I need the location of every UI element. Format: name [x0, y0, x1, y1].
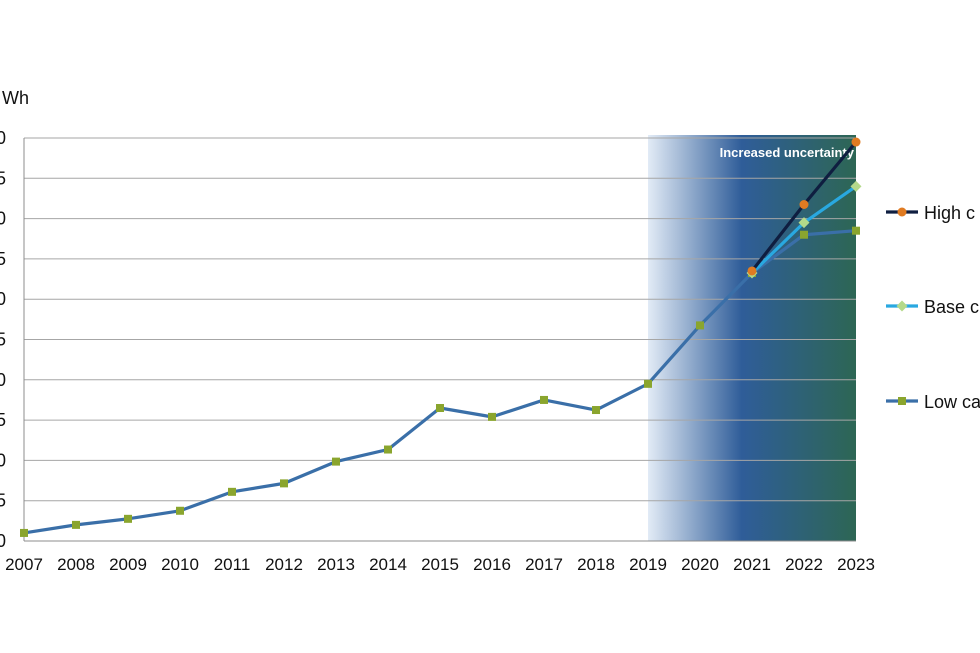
- data-point-low-ca: [280, 479, 288, 488]
- x-tick-label: 2016: [473, 555, 511, 574]
- x-tick-label: 2022: [785, 555, 823, 574]
- data-point-low-ca: [852, 226, 860, 235]
- x-tick-label: 2021: [733, 555, 771, 574]
- x-tick-label: 2008: [57, 555, 95, 574]
- data-point-low-ca: [436, 404, 444, 413]
- y-tick-label: 0: [0, 209, 6, 229]
- uncertainty-band: [648, 135, 856, 541]
- legend-label-base-c: Base c: [924, 297, 979, 317]
- y-tick-label: 5: [0, 249, 6, 269]
- y-tick-label: 5: [0, 168, 6, 188]
- y-tick-label: 0: [0, 450, 6, 470]
- x-tick-label: 2020: [681, 555, 719, 574]
- axes: [23, 138, 856, 542]
- x-tick-label: 2012: [265, 555, 303, 574]
- data-point-low-ca: [488, 412, 496, 421]
- x-tick-label: 2009: [109, 555, 147, 574]
- x-tick-label: 2010: [161, 555, 199, 574]
- data-point-low-ca: [540, 395, 548, 404]
- legend-marker-high-c: [897, 207, 907, 217]
- x-tick-label: 2011: [214, 555, 251, 574]
- x-tick-label: 2017: [525, 555, 563, 574]
- y-tick-label: 5: [0, 330, 6, 350]
- data-point-low-ca: [124, 514, 132, 523]
- data-point-high-c: [747, 266, 757, 276]
- y-tick-label: 0: [0, 289, 6, 309]
- data-point-low-ca: [72, 520, 80, 529]
- data-point-base-c: [798, 217, 810, 229]
- x-tick-label: 2023: [837, 555, 875, 574]
- legend-label-high-c: High c: [924, 203, 975, 223]
- x-tick-label: 2018: [577, 555, 615, 574]
- x-tick-label: 2019: [629, 555, 667, 574]
- gridlines: [24, 137, 856, 542]
- data-point-high-c: [799, 199, 809, 209]
- data-point-low-ca: [332, 457, 340, 466]
- legend: High c Base c Low ca: [886, 203, 980, 412]
- y-tick-label: 0: [0, 128, 6, 148]
- data-point-low-ca: [592, 406, 600, 415]
- data-point-low-ca: [176, 506, 184, 515]
- y-tick-label: 0: [0, 531, 6, 551]
- y-axis-unit-label: Wh: [2, 88, 29, 108]
- data-point-low-ca: [696, 321, 704, 330]
- x-tick-label: 2014: [369, 555, 407, 574]
- data-point-low-ca: [800, 230, 808, 239]
- tick-labels: 0 5 0 5 0 5 0 5 0 5 0 2007 2008 2009 2010 2011 2012 2013 2…: [0, 128, 875, 574]
- legend-label-low-ca: Low ca: [924, 392, 980, 412]
- data-point-low-ca: [384, 445, 392, 454]
- data-point-base-c: [850, 180, 862, 192]
- x-tick-label: 2013: [317, 555, 355, 574]
- y-tick-label: 5: [0, 410, 6, 430]
- x-tick-label: 2007: [5, 555, 43, 574]
- data-point-low-ca: [20, 528, 28, 537]
- legend-marker-base-c: [896, 300, 908, 312]
- x-tick-label: 2015: [421, 555, 459, 574]
- uncertainty-band-layer: Increased uncertainty: [648, 135, 856, 541]
- data-point-low-ca: [644, 379, 652, 388]
- series-layer: [20, 137, 862, 537]
- uncertainty-band-label: Increased uncertainty: [720, 145, 855, 160]
- data-point-high-c: [851, 137, 861, 147]
- y-tick-label: 0: [0, 370, 6, 390]
- data-point-low-ca: [228, 487, 236, 496]
- legend-marker-low-ca: [898, 397, 906, 405]
- y-tick-label: 5: [0, 491, 6, 511]
